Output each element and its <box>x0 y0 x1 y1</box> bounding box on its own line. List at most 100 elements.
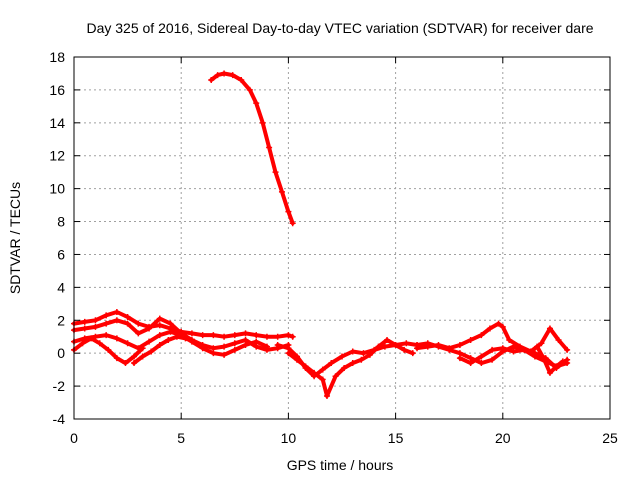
y-tick-label: 8 <box>57 214 65 230</box>
series-track-high <box>208 70 296 227</box>
data-point <box>135 330 142 337</box>
data-point <box>510 348 517 355</box>
data-point <box>360 350 367 357</box>
data-point <box>146 338 153 345</box>
data-point <box>103 320 110 327</box>
data-point <box>253 338 260 345</box>
series-track-c <box>71 328 270 358</box>
data-point <box>285 350 292 357</box>
data-point <box>208 77 215 84</box>
data-point <box>564 356 571 363</box>
plot-frame <box>73 56 611 420</box>
data-point <box>92 323 99 330</box>
data-point <box>272 169 279 176</box>
data-point <box>323 392 330 399</box>
data-point <box>199 332 206 339</box>
series-line-track-a <box>72 310 295 339</box>
data-point <box>253 100 260 107</box>
data-point <box>278 188 285 195</box>
grid <box>74 57 610 419</box>
data-point <box>478 332 485 339</box>
data-point <box>446 346 453 353</box>
x-tick-label: 5 <box>177 430 185 446</box>
series-track-k <box>534 343 566 376</box>
data-point <box>191 338 198 345</box>
data-point <box>113 309 120 316</box>
data-point <box>146 325 153 332</box>
data-point <box>81 325 88 332</box>
data-point <box>506 337 513 344</box>
data-point <box>231 332 238 339</box>
data-point <box>499 345 506 352</box>
series-group <box>71 70 571 399</box>
data-point <box>221 343 228 350</box>
data-point <box>467 360 474 367</box>
data-point <box>124 320 131 327</box>
y-tick-label: 18 <box>49 49 65 65</box>
x-axis-title: GPS time / hours <box>287 457 394 473</box>
data-point <box>259 119 266 126</box>
y-tick-label: 12 <box>49 148 65 164</box>
data-point <box>499 323 506 330</box>
data-point <box>229 72 236 79</box>
data-point <box>456 341 463 348</box>
data-point <box>81 318 88 325</box>
y-tick-label: 6 <box>57 246 65 262</box>
data-point <box>319 366 326 373</box>
data-point <box>139 353 146 360</box>
x-tick-label: 10 <box>281 430 297 446</box>
data-point <box>131 360 138 367</box>
data-point <box>156 332 163 339</box>
data-point <box>214 72 221 79</box>
data-point <box>266 144 273 151</box>
data-point <box>253 332 260 339</box>
data-point <box>113 317 120 324</box>
data-point <box>124 313 131 320</box>
ticks: 0 5 10 15 20 25 -4 -2 0 2 4 6 8 10 12 14 16 18 <box>49 49 618 446</box>
data-point <box>113 355 120 362</box>
x-tick-label: 25 <box>602 430 618 446</box>
series-line-track-g <box>286 338 415 398</box>
data-point <box>188 330 195 337</box>
data-point <box>263 333 270 340</box>
x-tick-label: 0 <box>70 430 78 446</box>
data-point <box>242 341 249 348</box>
data-point <box>553 363 560 370</box>
data-point <box>285 332 292 339</box>
data-point <box>238 77 245 84</box>
data-point <box>182 335 189 342</box>
data-point <box>538 340 545 347</box>
data-point <box>341 364 348 371</box>
data-point <box>139 345 146 352</box>
data-point <box>489 346 496 353</box>
data-point <box>546 325 553 332</box>
series-line-track-high <box>209 71 295 226</box>
data-point <box>381 343 388 350</box>
data-point <box>173 333 180 340</box>
data-point <box>384 337 391 344</box>
data-point <box>486 325 493 332</box>
x-tick-label: 15 <box>388 430 404 446</box>
data-point <box>495 320 502 327</box>
y-tick-label: 2 <box>57 312 65 328</box>
data-point <box>221 70 228 77</box>
data-point <box>349 348 356 355</box>
data-point <box>289 220 296 227</box>
data-point <box>521 346 528 353</box>
data-point <box>103 332 110 339</box>
data-point <box>242 330 249 337</box>
data-point <box>92 317 99 324</box>
data-point <box>392 341 399 348</box>
data-point <box>131 353 138 360</box>
data-point <box>401 346 408 353</box>
data-point <box>124 340 131 347</box>
series-track-e <box>131 333 198 367</box>
data-point <box>221 333 228 340</box>
data-point <box>246 86 253 93</box>
data-point <box>403 340 410 347</box>
data-point <box>349 360 356 367</box>
data-point <box>156 341 163 348</box>
data-point <box>88 335 95 342</box>
data-point <box>105 346 112 353</box>
